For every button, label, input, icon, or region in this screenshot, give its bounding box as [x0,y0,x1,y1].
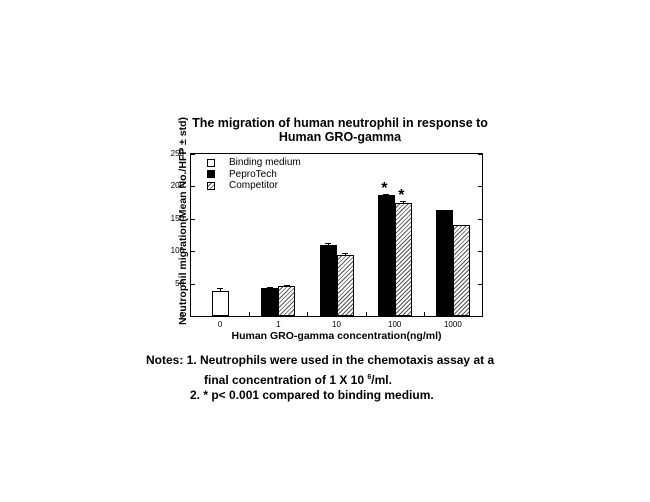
y-tick-label: 200 [170,181,184,191]
y-tick-mark [191,251,195,253]
legend-item-peprotech: PeproTech [207,169,301,181]
notes: Notes: 1. Neutrophils were used in the c… [146,352,494,404]
y-tick-mark [191,218,195,220]
y-tick-mark [191,154,195,155]
bar-competitor [336,255,354,316]
chart-title-line-2: Human GRO-gamma [278,130,402,144]
y-tick-mark [478,218,482,220]
note-text: final concentration of 1 X 10 [204,373,365,387]
y-tick-label: 0 [179,311,184,320]
x-tick-mark [249,312,251,316]
y-tick-mark [191,316,195,317]
x-tick-label: 0 [217,320,223,329]
note-2: 2. * p< 0.001 compared to binding medium… [190,388,434,402]
bar-competitor [394,203,412,316]
error-bar-stem [461,224,463,226]
significance-star: * [398,187,405,205]
x-axis-label: Human GRO-gamma concentration(ng/ml) [231,330,442,342]
x-tick-label: 10 [332,320,341,329]
bar-competitor [452,225,470,316]
plot-area: Binding medium PeproTech Competitor * * [190,153,483,317]
x-tick-label: 1000 [443,320,462,329]
legend-label: Competitor [229,180,278,191]
error-bar-stem [328,243,329,245]
x-tick-mark [365,312,367,316]
y-tick-mark [478,283,482,285]
y-tick-mark [478,186,482,188]
error-bar-stem [345,253,346,256]
bar-competitor [278,286,296,316]
error-bar-stem [386,194,388,196]
bar-peprotech [319,244,337,316]
y-tick-mark [478,251,482,253]
black-swatch-icon [207,170,215,179]
bar-peprotech [377,195,395,316]
y-tick-mark [478,154,482,155]
bar-binding-medium [211,290,229,316]
y-tick-mark [191,283,195,285]
bar-peprotech [261,287,279,316]
legend-label: Binding medium [229,157,301,168]
y-tick-mark [478,316,482,317]
chart-title: The migration of human neutrophil in res… [180,116,500,144]
hatched-swatch-icon [207,181,215,190]
legend: Binding medium PeproTech Competitor [207,157,301,192]
legend-item-binding-medium: Binding medium [207,157,301,169]
chart-title-line-1: The migration of human neutrophil in res… [192,116,488,130]
y-tick-label: 250 [170,149,184,158]
note-1-continued: final concentration of 1 X 10 6/ml. [146,369,494,389]
error-bar-stem [220,288,222,291]
white-swatch-icon [207,158,215,167]
note-1: Notes: 1. Neutrophils were used in the c… [146,353,495,367]
legend-label: PeproTech [229,168,277,180]
error-bar-stem [444,209,446,211]
x-tick-mark [307,312,309,316]
error-bar-stem [403,201,405,204]
x-tick-label: 1 [276,320,281,329]
y-tick-mark [191,186,195,188]
y-tick-label: 50 [175,278,184,288]
y-axis-label: Neutrophil migration(Mean No./HFP ± std) [177,117,189,325]
significance-star: * [381,180,388,198]
error-bar-stem [286,284,288,287]
x-tick-mark [423,312,425,316]
y-tick-label: 100 [170,246,184,256]
note-superscript: 6 [367,374,372,381]
y-tick-label: 150 [170,213,184,223]
note-text: /ml. [371,373,392,387]
legend-item-competitor: Competitor [207,180,301,192]
x-tick-label: 100 [388,320,402,329]
error-bar-stem [269,286,271,288]
bar-peprotech [435,210,453,316]
